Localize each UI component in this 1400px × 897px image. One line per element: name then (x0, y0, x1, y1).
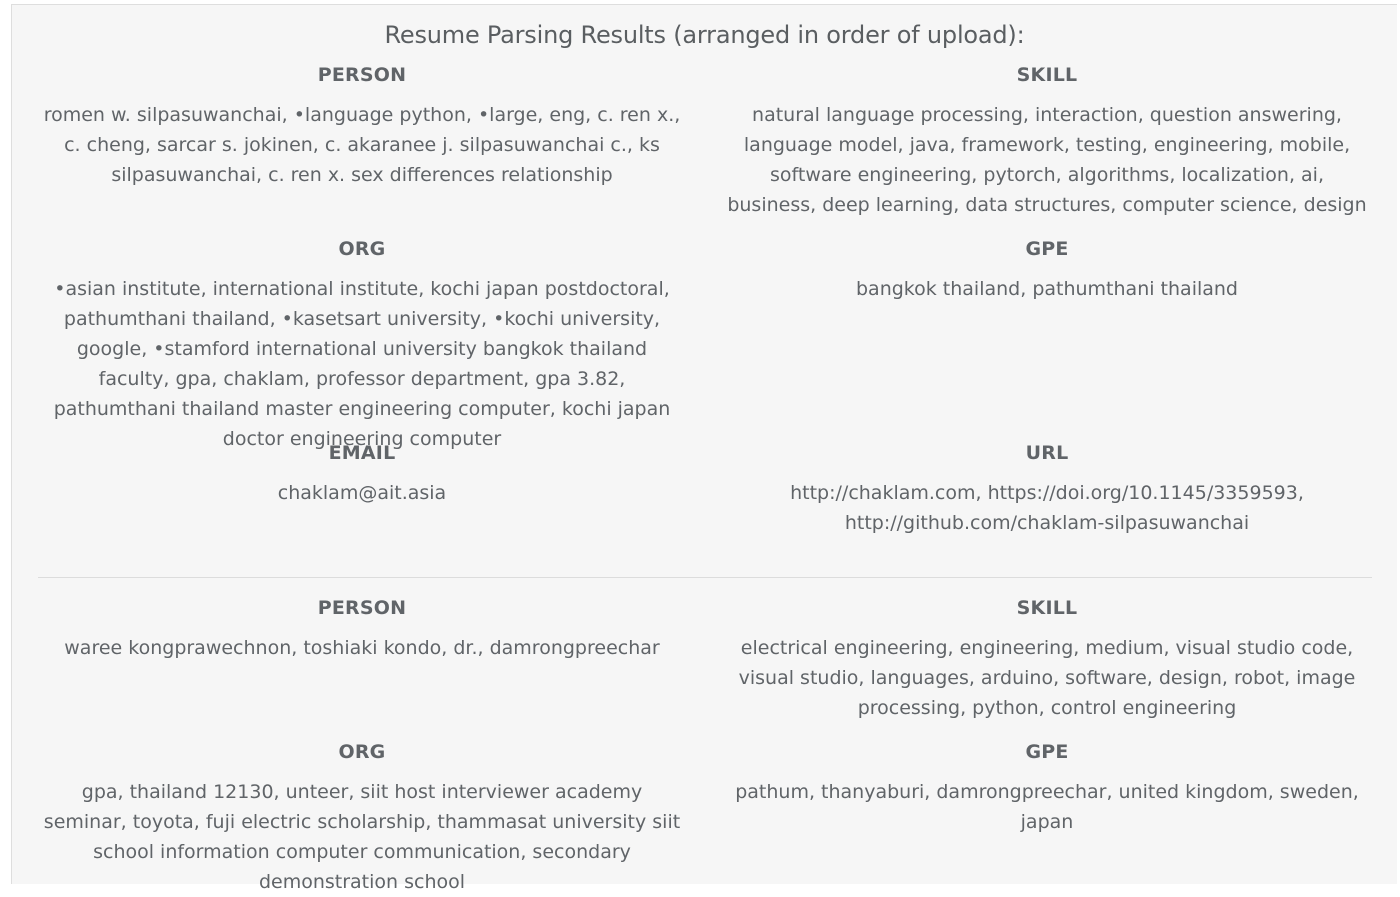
email-section: EMAIL chaklam@ait.asia (38, 441, 686, 508)
person-label: PERSON (317, 597, 407, 619)
person-label: PERSON (317, 64, 407, 86)
skill-value: natural language processing, interaction… (727, 104, 1367, 216)
person-section: PERSON waree kongprawechnon, toshiaki ko… (38, 596, 686, 663)
url-value: http://chaklam.com, https://doi.org/10.1… (790, 482, 1304, 534)
result-divider (38, 577, 1372, 578)
skill-section: SKILL natural language processing, inter… (722, 63, 1372, 220)
gpe-label: GPE (1025, 238, 1069, 260)
gpe-value: pathum, thanyaburi, damrongpreechar, uni… (735, 781, 1359, 833)
person-value: waree kongprawechnon, toshiaki kondo, dr… (64, 637, 660, 659)
gpe-value: bangkok thailand, pathumthani thailand (856, 278, 1238, 300)
org-label: ORG (338, 741, 386, 763)
org-section: ORG gpa, thailand 12130, unteer, siit ho… (38, 740, 686, 897)
url-section: URL http://chaklam.com, https://doi.org/… (722, 441, 1372, 538)
org-value: gpa, thailand 12130, unteer, siit host i… (43, 781, 681, 893)
url-label: URL (1025, 442, 1069, 464)
results-panel: Resume Parsing Results (arranged in orde… (11, 4, 1397, 893)
person-value: romen w. silpasuwanchai, •language pytho… (43, 104, 681, 186)
email-label: EMAIL (328, 442, 396, 464)
email-value: chaklam@ait.asia (277, 482, 447, 504)
gpe-section: GPE bangkok thailand, pathumthani thaila… (722, 237, 1372, 304)
org-section: ORG •asian institute, international inst… (38, 237, 686, 454)
skill-label: SKILL (1016, 597, 1078, 619)
gpe-section: GPE pathum, thanyaburi, damrongpreechar,… (722, 740, 1372, 837)
skill-label: SKILL (1016, 64, 1078, 86)
skill-section: SKILL electrical engineering, engineerin… (722, 596, 1372, 723)
org-label: ORG (338, 238, 386, 260)
person-section: PERSON romen w. silpasuwanchai, •languag… (38, 63, 686, 190)
gpe-label: GPE (1025, 741, 1069, 763)
org-value: •asian institute, international institut… (53, 278, 671, 450)
skill-value: electrical engineering, engineering, med… (738, 637, 1356, 719)
page-title: Resume Parsing Results (arranged in orde… (384, 21, 1025, 49)
